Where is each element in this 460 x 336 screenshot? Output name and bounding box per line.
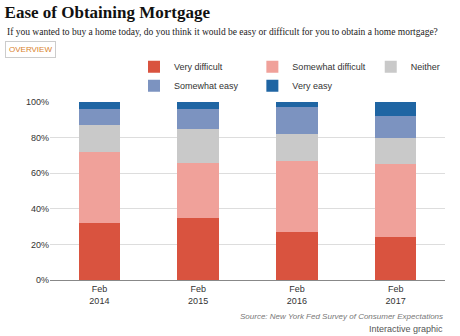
svg-text:Very difficult: Very difficult	[174, 62, 223, 72]
svg-text:40%: 40%	[31, 204, 49, 214]
svg-text:Neither: Neither	[411, 62, 440, 72]
svg-text:Very easy: Very easy	[292, 81, 332, 91]
svg-text:60%: 60%	[31, 168, 49, 178]
svg-text:Feb2014: Feb2014	[89, 284, 109, 306]
svg-text:Source: New York Fed Survey of: Source: New York Fed Survey of Consumer …	[240, 312, 443, 321]
svg-text:20%: 20%	[31, 240, 49, 250]
svg-text:Feb2017: Feb2017	[386, 284, 406, 306]
svg-text:Interactive graphic: Interactive graphic	[369, 324, 443, 334]
svg-text:0%: 0%	[36, 275, 49, 285]
svg-text:80%: 80%	[31, 133, 49, 143]
svg-text:Feb2015: Feb2015	[188, 284, 208, 306]
svg-text:Ease of Obtaining Mortgage: Ease of Obtaining Mortgage	[5, 3, 211, 22]
svg-text:Feb2016: Feb2016	[287, 284, 307, 306]
svg-text:Somewhat easy: Somewhat easy	[174, 81, 239, 91]
svg-text:OVERVIEW: OVERVIEW	[9, 45, 52, 54]
svg-text:100%: 100%	[26, 97, 49, 107]
svg-text:If you wanted to buy a home to: If you wanted to buy a home today, do yo…	[7, 27, 438, 37]
svg-text:Somewhat difficult: Somewhat difficult	[292, 62, 365, 72]
